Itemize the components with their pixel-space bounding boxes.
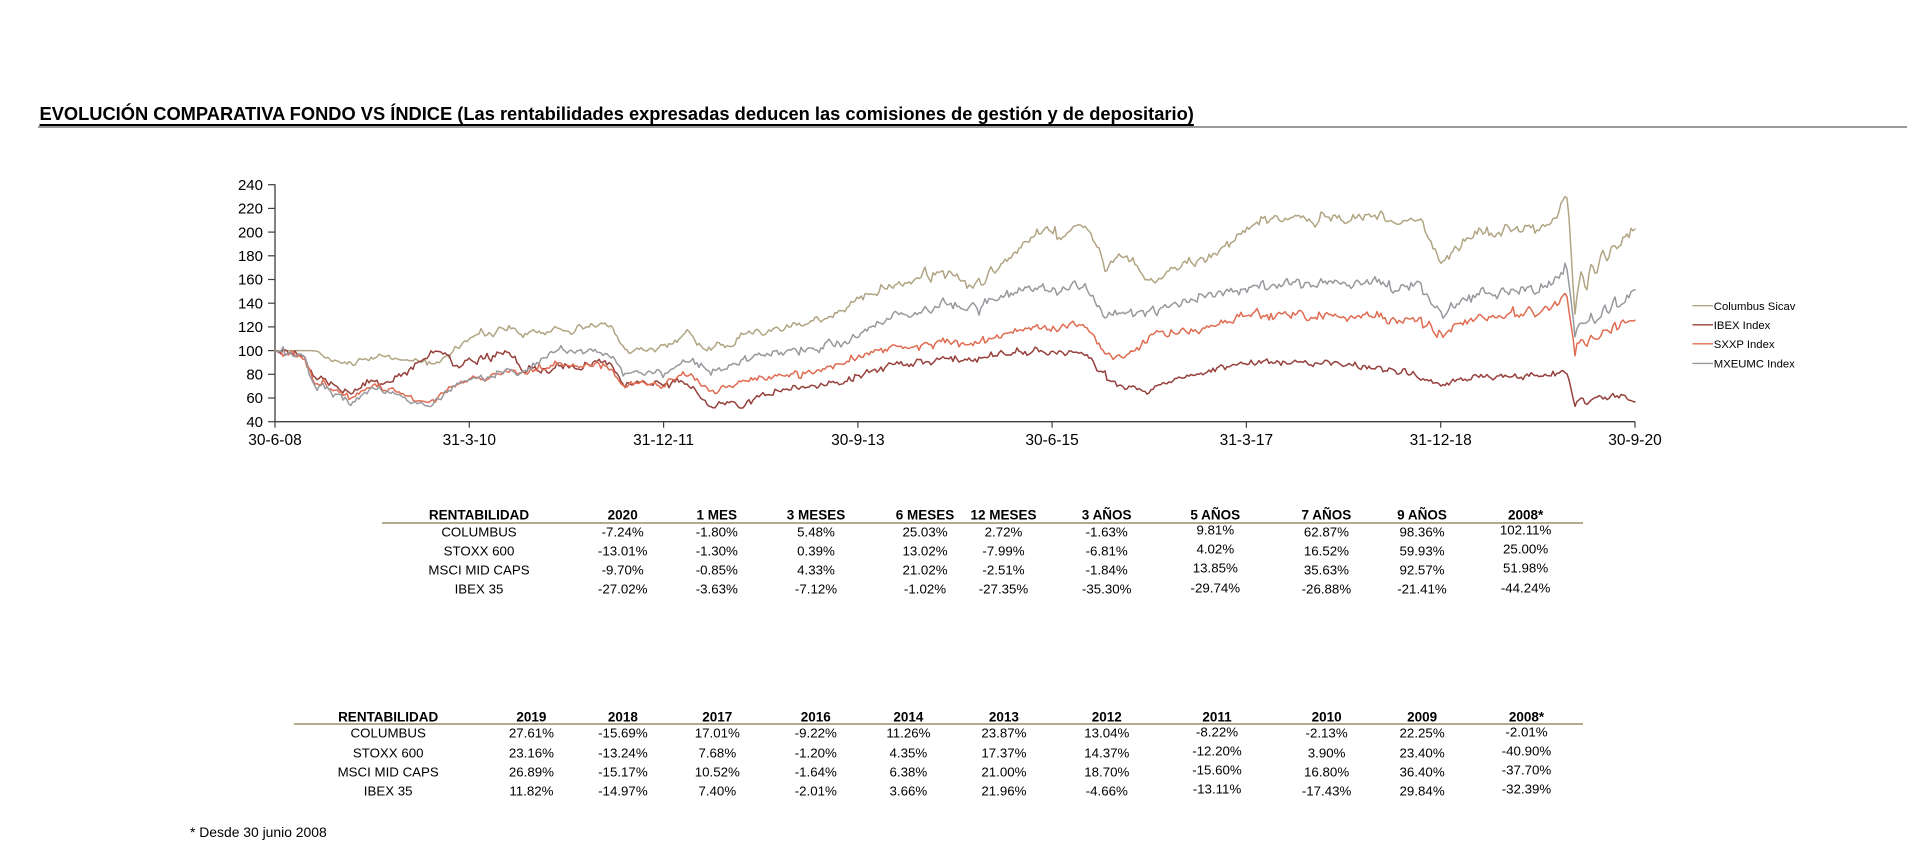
svg-text:220: 220 (238, 201, 263, 218)
svg-text:140: 140 (238, 295, 263, 312)
svg-text:Columbus Sicav: Columbus Sicav (1714, 301, 1796, 313)
svg-text:30-6-15: 30-6-15 (1025, 432, 1078, 449)
svg-text:IBEX Index: IBEX Index (1714, 320, 1771, 332)
svg-text:30-6-08: 30-6-08 (248, 432, 301, 449)
svg-text:160: 160 (238, 272, 263, 289)
svg-text:30-9-20: 30-9-20 (1608, 432, 1662, 449)
svg-text:200: 200 (238, 224, 263, 241)
svg-text:31-12-18: 31-12-18 (1410, 432, 1472, 449)
svg-text:31-12-11: 31-12-11 (633, 432, 694, 449)
svg-text:MXEUMC Index: MXEUMC Index (1714, 359, 1795, 371)
svg-text:60: 60 (246, 390, 263, 407)
svg-text:120: 120 (238, 319, 263, 336)
svg-text:30-9-13: 30-9-13 (831, 432, 884, 449)
svg-text:240: 240 (238, 177, 263, 194)
svg-text:40: 40 (246, 414, 263, 431)
svg-text:180: 180 (238, 248, 263, 265)
svg-text:SXXP Index: SXXP Index (1714, 339, 1775, 351)
svg-text:80: 80 (246, 367, 263, 384)
svg-text:31-3-17: 31-3-17 (1220, 432, 1273, 449)
svg-text:31-3-10: 31-3-10 (443, 432, 497, 449)
svg-text:100: 100 (238, 343, 263, 360)
